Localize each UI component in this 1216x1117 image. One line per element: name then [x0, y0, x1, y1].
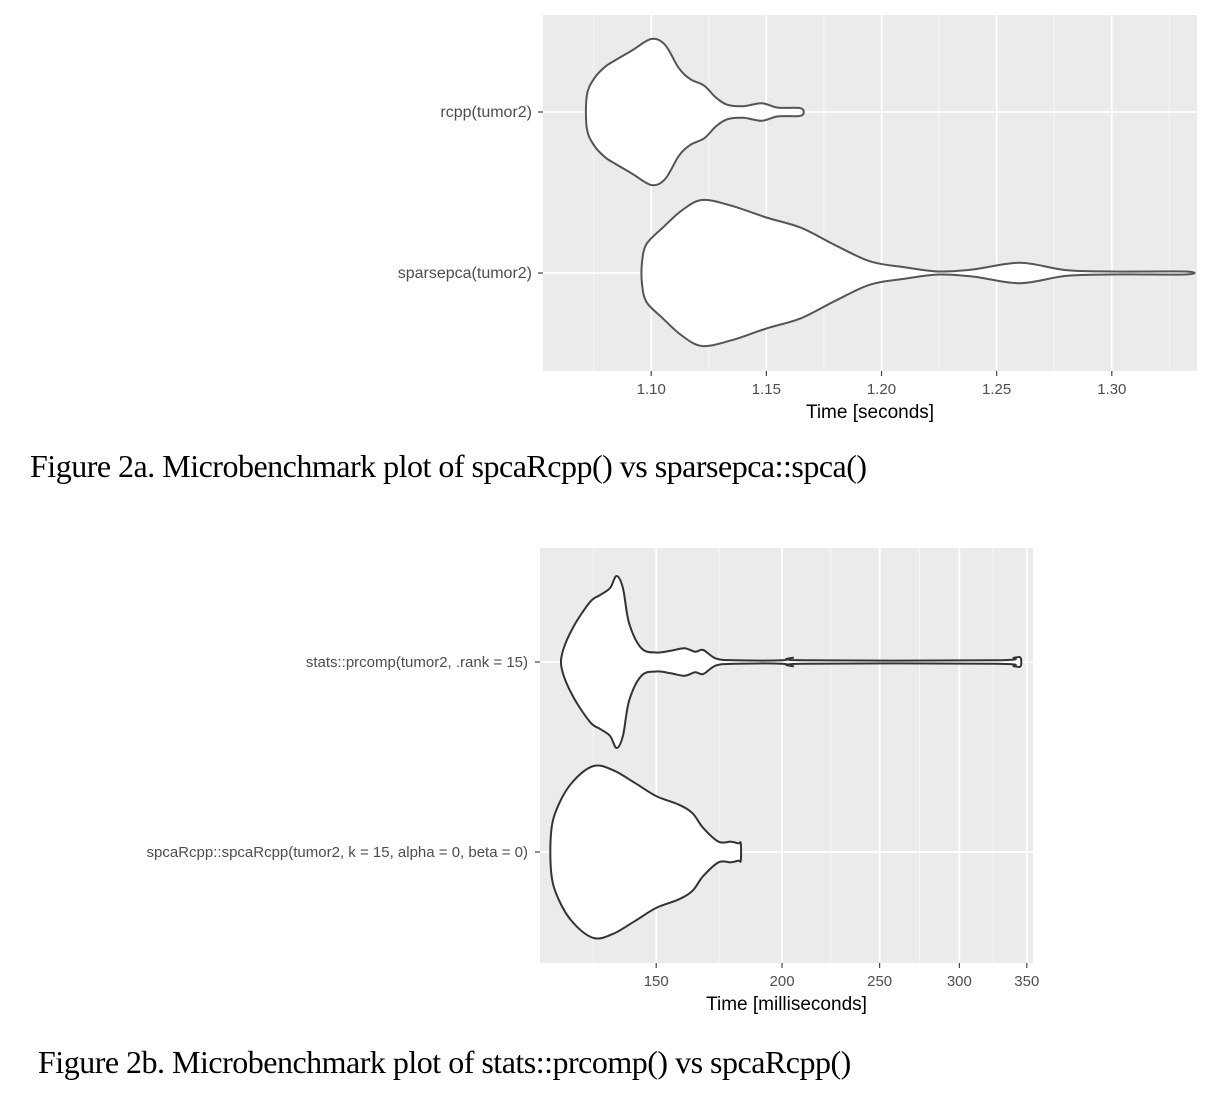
x-tick-label: 1.25	[982, 381, 1011, 398]
figure-2a-caption: Figure 2a. Microbenchmark plot of spcaRc…	[30, 448, 867, 484]
x-tick-label: 1.30	[1097, 381, 1126, 398]
x-axis-title: Time [milliseconds]	[706, 994, 867, 1015]
x-tick-label: 150	[644, 973, 669, 990]
chart-2a: 1.10 1.15 1.20 1.25 1.30 rcpp(tumor2) sparsepc…	[398, 15, 1197, 423]
x-axis-title: Time [seconds]	[806, 402, 934, 423]
x-tick-label: 1.10	[637, 381, 666, 398]
y-category-label: sparsepca(tumor2)	[398, 265, 532, 282]
y-category-label: rcpp(tumor2)	[440, 104, 532, 121]
x-tick-label: 250	[867, 973, 892, 990]
x-tick-label: 1.15	[752, 381, 781, 398]
violin-1	[640, 198, 1196, 348]
chart-2b: 150 200 250 300 350 stats::prcomp(tumor2, .ra…	[147, 548, 1039, 1015]
x-tick-label: 350	[1014, 973, 1039, 990]
x-tick-label: 300	[947, 973, 972, 990]
x-tick-label: 200	[770, 973, 795, 990]
x-tick-label: 1.20	[867, 381, 896, 398]
y-category-label: spcaRcpp::spcaRcpp(tumor2, k = 15, alpha…	[147, 844, 528, 861]
violin-0	[559, 574, 1023, 750]
y-category-label: stats::prcomp(tumor2, .rank = 15)	[306, 654, 528, 671]
violin-0	[584, 37, 805, 187]
figure-2b-caption: Figure 2b. Microbenchmark plot of stats:…	[38, 1044, 851, 1080]
violin-1	[549, 764, 743, 940]
